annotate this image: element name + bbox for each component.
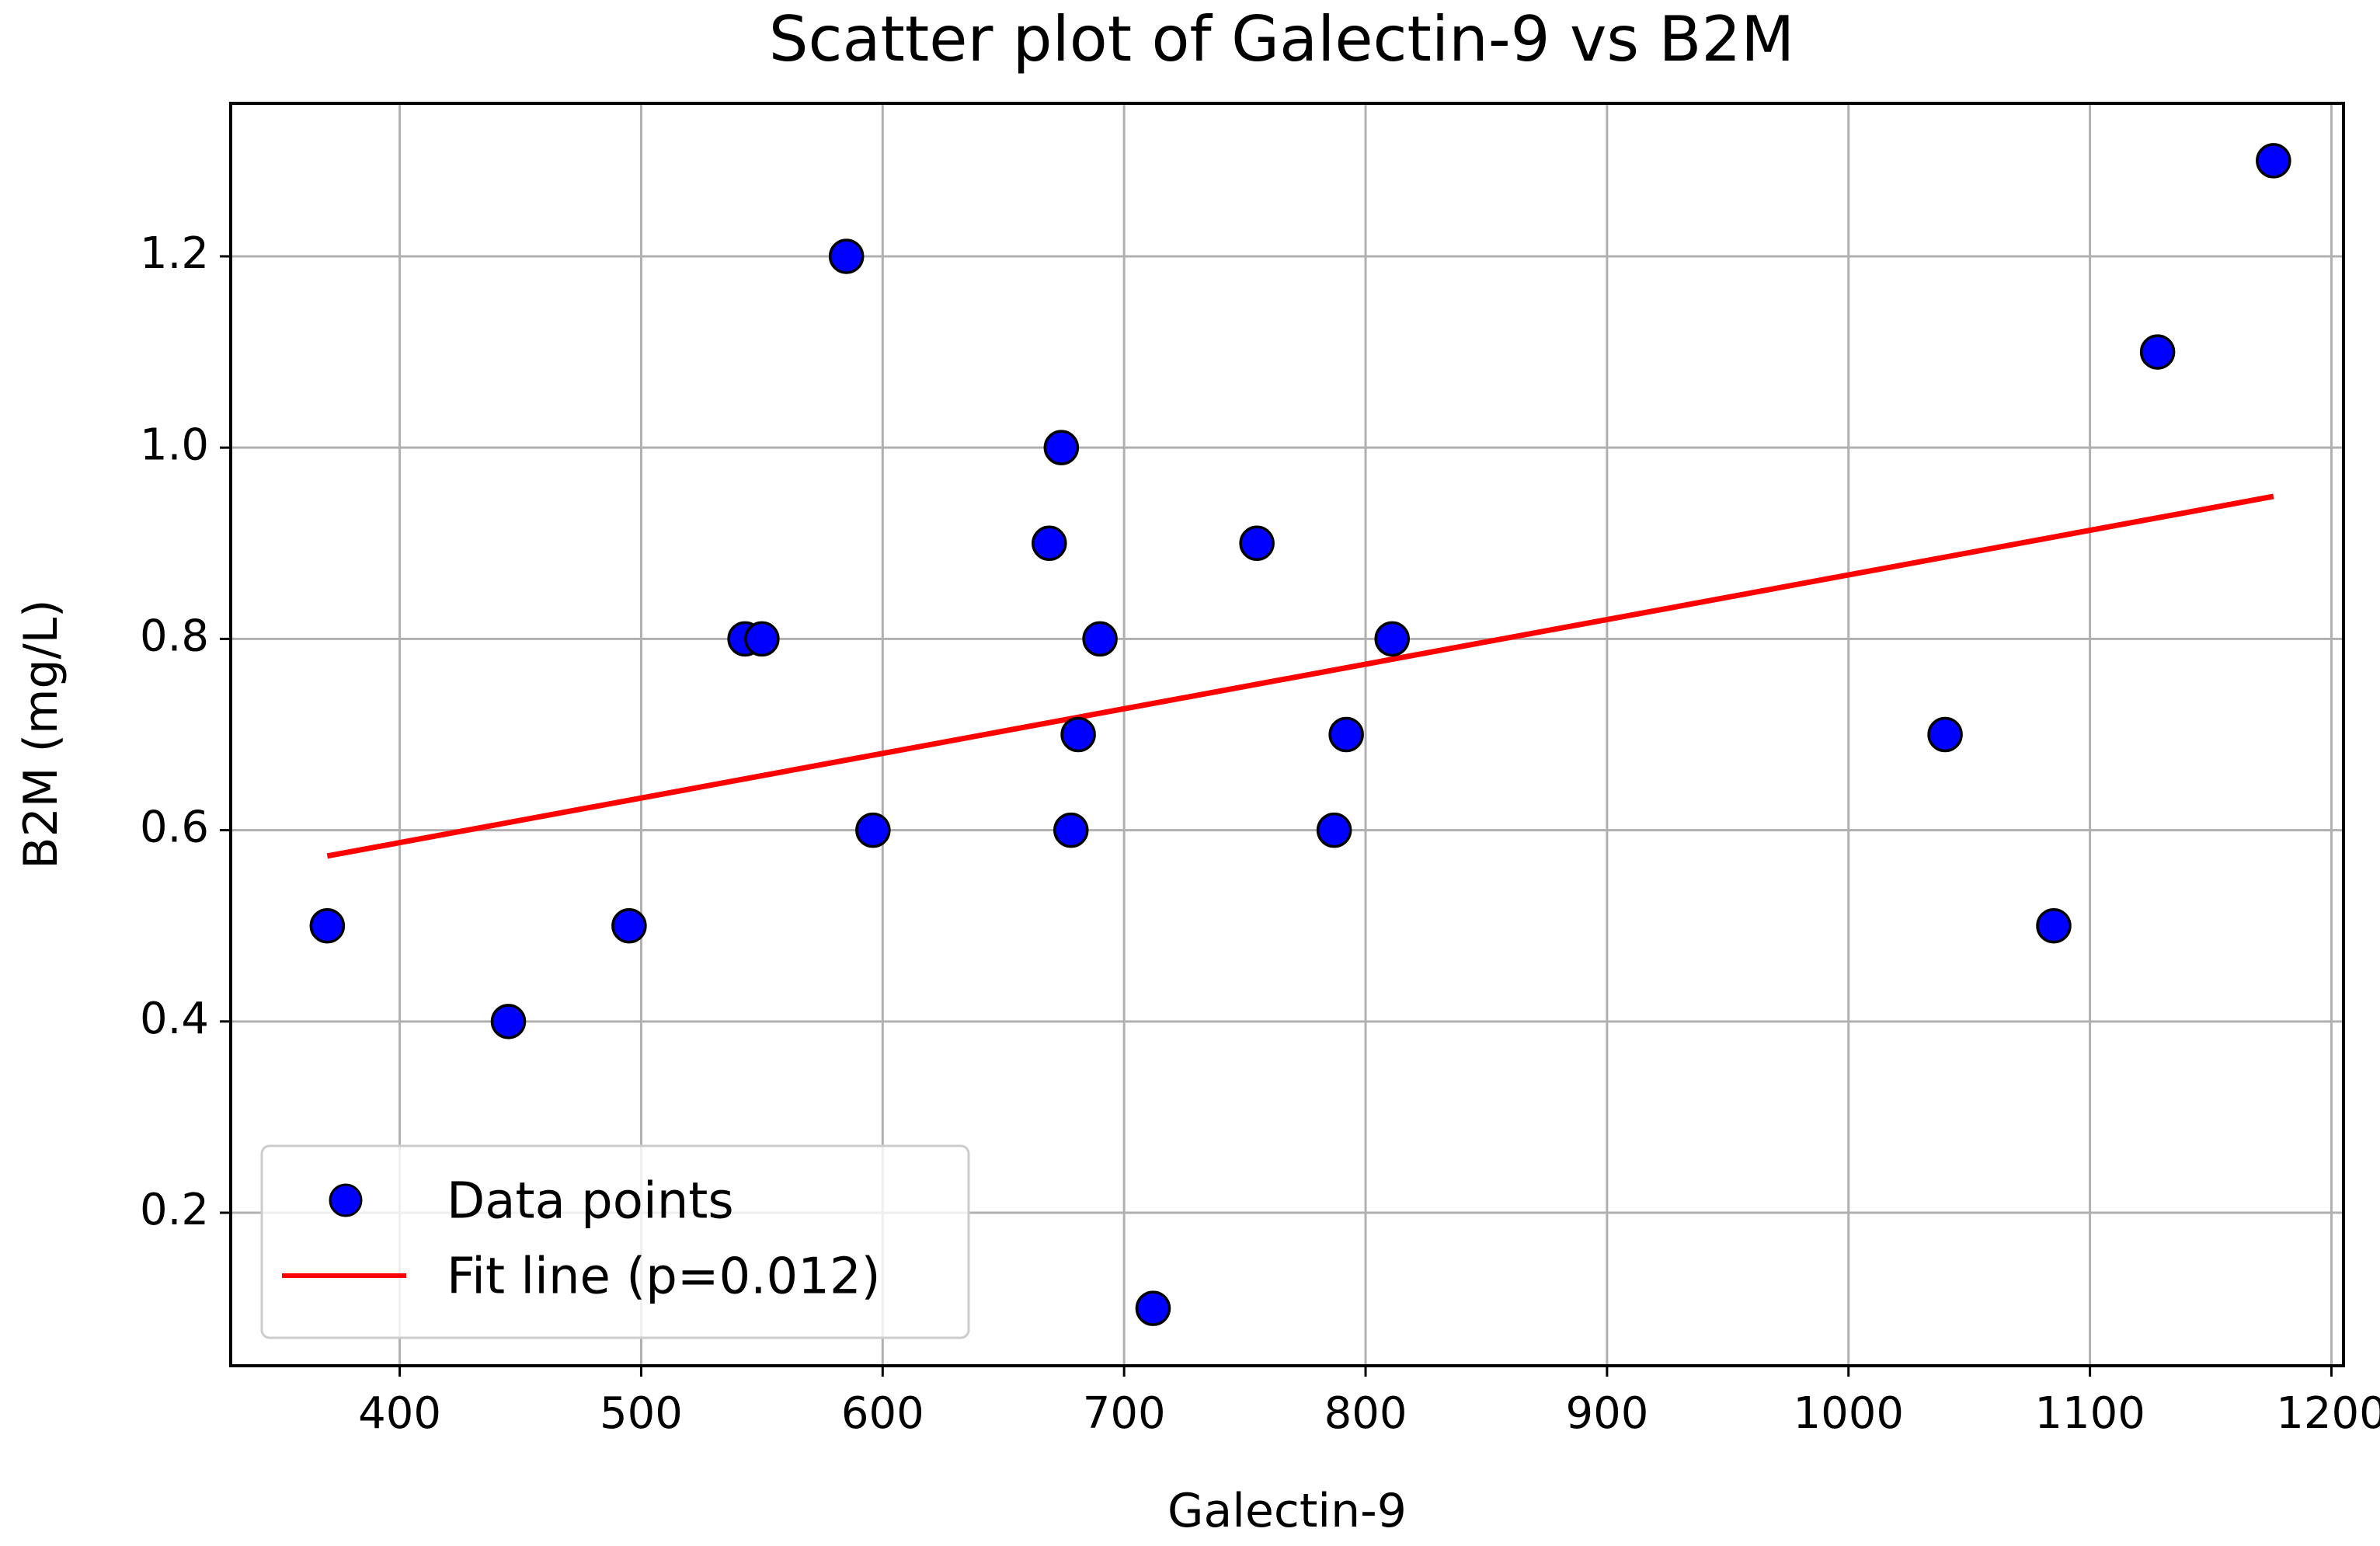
x-tick-label: 800 — [1324, 1388, 1407, 1439]
x-tick-label: 500 — [600, 1388, 683, 1439]
data-point — [490, 1004, 527, 1039]
data-point — [744, 621, 780, 657]
fit-line-layer — [326, 493, 2274, 859]
y-tick-label: 1.0 — [140, 420, 209, 470]
fit-line — [326, 493, 2274, 859]
legend-marker-data-points — [329, 1183, 363, 1217]
chart-title: Scatter plot of Galectin-9 vs B2M — [769, 3, 1795, 75]
x-tick-label: 700 — [1083, 1388, 1166, 1439]
y-axis-label: B2M (mg/L) — [14, 599, 68, 869]
legend-label-fit-line: Fit line (p=0.012) — [447, 1248, 881, 1306]
x-tick-label: 1000 — [1793, 1388, 1904, 1439]
data-point — [611, 907, 647, 944]
plot-frame — [229, 102, 2345, 1367]
y-tick-label: 0.2 — [140, 1185, 209, 1235]
data-point — [1316, 812, 1352, 848]
data-point — [1374, 621, 1410, 657]
data-points-layer — [309, 143, 2291, 1326]
data-point — [828, 239, 865, 274]
data-point — [2139, 334, 2176, 370]
data-point — [2256, 143, 2291, 179]
data-point — [309, 907, 346, 944]
x-tick-label: 900 — [1565, 1388, 1648, 1439]
grid-lines — [231, 103, 2343, 1366]
data-point — [1032, 525, 1067, 562]
legend: Data points Fit line (p=0.012) — [260, 1144, 970, 1339]
x-axis-label: Galectin-9 — [1167, 1484, 1407, 1538]
legend-box — [260, 1144, 970, 1339]
legend-label-data-points: Data points — [447, 1173, 734, 1231]
data-point — [1135, 1290, 1171, 1326]
data-point — [1328, 716, 1364, 753]
data-point — [1927, 716, 1963, 753]
x-tick-label: 400 — [358, 1388, 441, 1439]
y-tick-label: 0.6 — [140, 803, 209, 853]
y-tick-label: 0.8 — [140, 611, 209, 662]
data-point — [855, 812, 891, 848]
data-point — [1239, 525, 1275, 562]
x-tick-label: 1100 — [2034, 1388, 2145, 1439]
data-point — [1043, 430, 1080, 465]
x-tick-label: 600 — [841, 1388, 924, 1439]
x-tick-label: 1200 — [2276, 1388, 2380, 1439]
y-tick-label: 0.4 — [140, 994, 209, 1044]
data-point — [2036, 907, 2072, 944]
data-point — [1060, 716, 1096, 753]
data-point — [1082, 621, 1118, 657]
axis-ticks: 400 500 600 700 800 900 1000 1100 1200 0.2 0.4 0.6 0… — [140, 228, 2380, 1439]
data-point — [1053, 812, 1089, 848]
y-tick-label: 1.2 — [140, 228, 209, 279]
